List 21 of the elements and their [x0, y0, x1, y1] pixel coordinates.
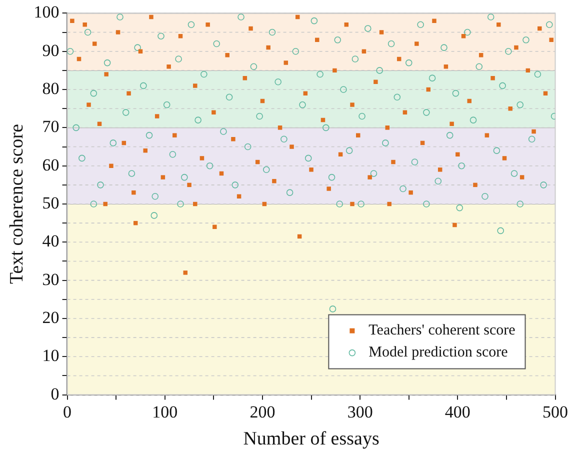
y-tick-label: 90: [42, 40, 60, 60]
x-axis-title: Number of essays: [243, 428, 380, 450]
legend-label: Teachers' coherent score: [368, 322, 516, 339]
y-tick-label: 50: [42, 193, 60, 212]
y-tick-label: 10: [42, 346, 60, 366]
y-tick-label: 80: [42, 78, 60, 98]
x-tick-label: 0: [63, 402, 72, 422]
y-tick-label: 100: [34, 2, 60, 22]
x-tick-label: 500: [542, 402, 568, 422]
y-tick-label: 30: [42, 270, 60, 289]
x-tick-label: 100: [152, 402, 178, 422]
x-tick-label: 200: [250, 402, 276, 422]
y-tick-label: 60: [42, 155, 60, 174]
y-tick-label: 20: [42, 308, 60, 327]
y-axis-title: Text coherence score: [6, 124, 28, 284]
y-tick-label: 40: [42, 232, 60, 251]
x-tick-label: 400: [444, 402, 470, 422]
y-tick-label: 70: [42, 117, 60, 136]
y-tick-label: 0: [50, 384, 60, 404]
legend-label: Model prediction score: [368, 344, 508, 361]
x-tick-label: 300: [347, 402, 373, 422]
